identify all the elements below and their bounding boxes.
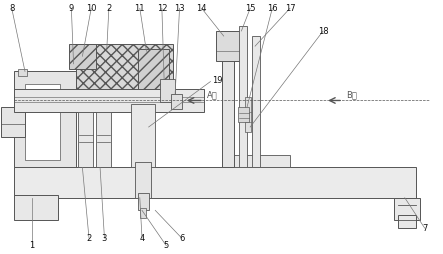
Bar	[222, 31, 234, 167]
Bar	[14, 167, 416, 198]
Bar	[18, 69, 27, 76]
Bar	[136, 162, 151, 198]
Text: B向: B向	[346, 91, 357, 100]
Text: A向: A向	[207, 91, 218, 100]
Bar	[138, 193, 149, 210]
Bar	[394, 198, 420, 220]
Text: 15: 15	[245, 4, 256, 13]
Text: 8: 8	[9, 4, 15, 13]
Text: 16: 16	[267, 4, 278, 13]
Text: 12: 12	[157, 4, 167, 13]
Text: 13: 13	[174, 4, 185, 13]
Text: 6: 6	[179, 234, 184, 243]
Text: 2: 2	[106, 4, 112, 13]
Bar	[14, 89, 204, 112]
Bar	[245, 97, 251, 132]
Text: 5: 5	[163, 241, 169, 250]
Text: 10: 10	[86, 4, 97, 13]
Bar	[171, 94, 182, 109]
Bar	[138, 49, 168, 89]
Bar	[76, 44, 173, 89]
Bar	[159, 79, 175, 102]
Bar	[1, 107, 25, 137]
Bar	[69, 44, 96, 69]
Text: 18: 18	[318, 26, 328, 36]
Bar	[238, 107, 249, 122]
Bar	[25, 84, 60, 160]
Text: 3: 3	[102, 234, 107, 243]
Text: 1: 1	[29, 241, 34, 250]
Bar	[14, 195, 58, 220]
Text: 4: 4	[140, 234, 144, 243]
Bar	[239, 26, 247, 167]
Bar	[96, 112, 111, 167]
Text: 11: 11	[135, 4, 145, 13]
Text: 9: 9	[69, 4, 74, 13]
Bar	[140, 208, 147, 218]
Text: 7: 7	[422, 224, 427, 233]
Bar	[216, 31, 241, 61]
Bar	[222, 155, 290, 167]
Bar	[398, 215, 416, 228]
Text: 2: 2	[86, 234, 92, 243]
Bar	[78, 112, 93, 167]
Text: 19: 19	[212, 76, 222, 85]
Bar	[253, 36, 260, 167]
Text: 17: 17	[285, 4, 295, 13]
Bar	[131, 104, 155, 167]
Text: 14: 14	[196, 4, 207, 13]
Bar	[14, 71, 76, 167]
